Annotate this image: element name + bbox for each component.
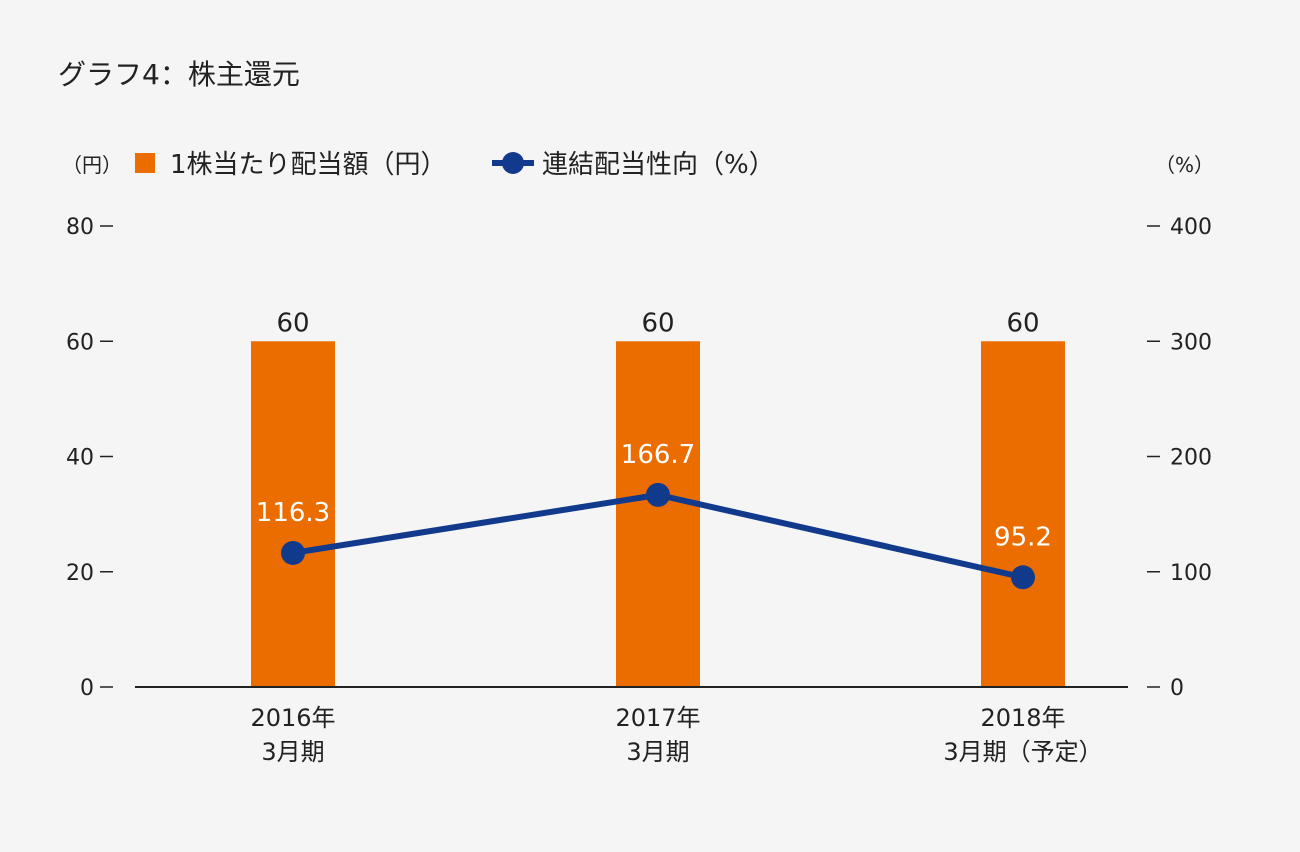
left-axis-tick-label: 40 — [66, 446, 94, 471]
left-axis-unit: （円） — [62, 153, 122, 177]
left-axis-tick-label: 80 — [66, 215, 94, 240]
right-axis-tick-label: 400 — [1170, 215, 1212, 240]
legend: 1株当たり配当額（円） 連結配当性向（%） — [135, 150, 775, 180]
payout-ratio-point — [646, 482, 670, 507]
right-axis-tick-label: 100 — [1170, 561, 1212, 586]
payout-ratio-label: 95.2 — [994, 522, 1052, 552]
bar-value-label: 60 — [641, 308, 674, 338]
payout-ratio-label: 116.3 — [256, 498, 330, 528]
bar-value-label: 60 — [276, 308, 309, 338]
x-axis-category-label: 3月期 — [261, 738, 324, 766]
chart-title: グラフ4：株主還元 — [58, 58, 300, 91]
plot-area: 0 20 40 60 80 0 100 200 300 400 60 60 60 116.3 166.7 95… — [66, 215, 1212, 766]
legend-bar-swatch — [135, 153, 155, 173]
left-axis-tick-label: 20 — [66, 561, 94, 586]
right-axis-tick-label: 0 — [1170, 676, 1184, 701]
x-axis-category-label: 2018年 — [980, 704, 1065, 732]
payout-ratio-point — [281, 540, 305, 565]
bar-dividend — [251, 341, 335, 687]
legend-bar-label: 1株当たり配当額（円） — [170, 150, 447, 180]
payout-ratio-label: 166.7 — [621, 440, 695, 470]
x-axis-category-label: 3月期（予定） — [943, 738, 1102, 766]
left-axis-tick-label: 0 — [80, 676, 94, 701]
x-axis-category-label: 2016年 — [250, 704, 335, 732]
right-axis-tick-label: 300 — [1170, 330, 1212, 355]
left-axis-tick-label: 60 — [66, 330, 94, 355]
bar-dividend — [981, 341, 1065, 687]
x-axis-category-label: 3月期 — [626, 738, 689, 766]
bar-dividend — [616, 341, 700, 687]
bar-value-label: 60 — [1006, 308, 1039, 338]
x-axis-category-label: 2017年 — [615, 704, 700, 732]
right-axis-unit: （%） — [1155, 153, 1214, 177]
right-axis-tick-label: 200 — [1170, 446, 1212, 471]
legend-line-marker — [502, 152, 524, 174]
payout-ratio-point — [1011, 565, 1035, 590]
legend-line-label: 連結配当性向（%） — [542, 150, 775, 180]
